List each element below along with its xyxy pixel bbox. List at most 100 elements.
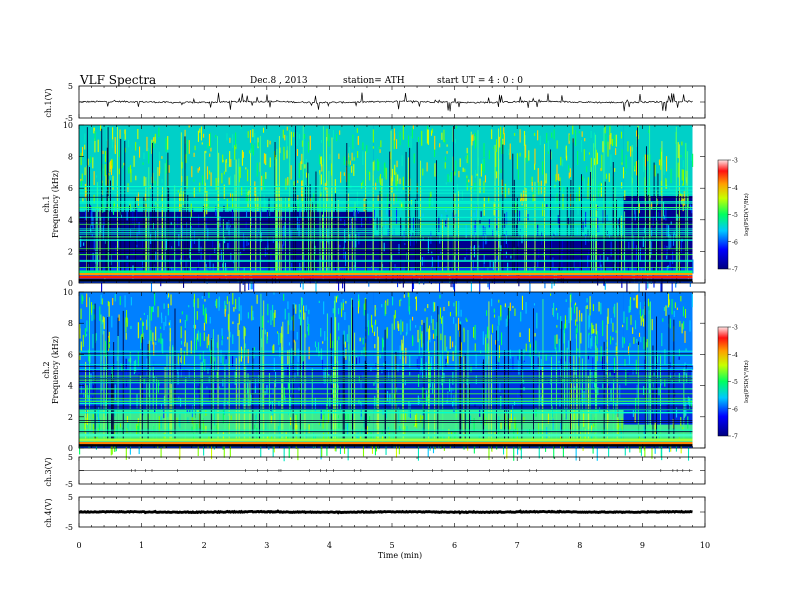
spectrogram-cell <box>126 262 128 269</box>
spectrogram-cell <box>199 182 201 192</box>
spectrogram-cell <box>557 312 559 320</box>
spectrogram-cell <box>407 135 410 148</box>
spectrogram-cell <box>475 353 477 369</box>
spectrogram-cell <box>569 168 571 178</box>
spectrogram-cell <box>229 137 231 143</box>
spectrogram-cell <box>313 384 315 400</box>
spectrogram-cell <box>599 254 601 270</box>
spectrogram-cell <box>305 375 307 391</box>
spectrogram-cell <box>118 168 120 175</box>
spectrogram-cell <box>560 156 562 166</box>
spectrogram-cell <box>363 303 365 316</box>
spectrogram-cell <box>662 318 664 322</box>
spectrogram-cell <box>236 379 238 388</box>
spectrogram-cell <box>308 346 310 360</box>
spectrogram-cell <box>83 392 85 398</box>
colorbar-tick-label: -7 <box>732 434 738 441</box>
spectrogram-cell <box>290 417 292 426</box>
spectrogram-cell <box>656 368 658 379</box>
spectrogram-cell <box>520 420 522 426</box>
x-tick-label: 2 <box>202 541 207 550</box>
spectrogram-cell <box>391 177 393 193</box>
spectrogram-cell <box>446 362 448 366</box>
spectrogram-cell <box>338 336 340 340</box>
spectrogram-cell <box>109 240 111 251</box>
spectrogram-cell <box>686 259 688 271</box>
spectrogram-cell <box>452 341 454 348</box>
spectrogram-cell <box>664 349 666 365</box>
spectrogram-cell <box>350 223 352 229</box>
spectrogram-cell <box>647 154 649 162</box>
spectrogram-cell <box>79 352 81 360</box>
spectrogram-cell <box>207 200 209 210</box>
spectrogram-cell <box>475 205 477 217</box>
spectrogram-cell <box>340 218 342 222</box>
spectrogram-cell <box>480 211 482 218</box>
spectrogram-cell <box>604 271 606 287</box>
spectrogram-cell <box>141 260 144 266</box>
spectrogram-cell <box>112 298 114 306</box>
spectrogram-cell <box>230 192 232 198</box>
spectrogram-cell <box>209 170 211 175</box>
spectrogram-cell <box>487 266 489 274</box>
spectrogram-cell <box>348 157 350 167</box>
spectrogram-cell <box>434 302 436 312</box>
spectrogram-cell <box>204 299 206 302</box>
spectrogram-cell <box>482 159 484 165</box>
spectrogram-cell <box>553 445 555 459</box>
spectrogram-cell <box>466 248 468 258</box>
spectrogram-cell <box>586 305 588 309</box>
spectrogram-cell <box>615 148 617 155</box>
spectrogram-cell <box>369 217 372 224</box>
spectrogram-cell <box>351 166 353 173</box>
spectrogram-cell <box>420 365 422 372</box>
spectrogram-cell <box>362 151 364 165</box>
spectrogram-cell <box>497 325 499 342</box>
spectrogram-cell <box>492 261 494 270</box>
spectrogram-cell <box>363 198 365 212</box>
spectrogram-cell <box>498 158 500 175</box>
spectrogram-cell <box>183 351 185 366</box>
spectrogram-cell <box>80 152 82 166</box>
spectrogram-cell <box>619 384 621 399</box>
spectrogram-cell <box>395 139 398 149</box>
spectrogram-cell <box>231 209 234 224</box>
spectrogram-cell <box>342 302 344 311</box>
spectrogram-cell <box>431 256 434 273</box>
spectrogram-cell <box>335 296 338 303</box>
spectrogram-cell <box>345 251 347 267</box>
spectrogram-cell <box>197 168 199 173</box>
spectrogram-cell <box>529 429 531 436</box>
spectrogram-cell <box>360 404 362 417</box>
spectrogram-cell <box>471 135 473 146</box>
spectrogram-cell <box>150 233 152 244</box>
x-tick-label: 5 <box>389 541 394 550</box>
spectrogram-cell <box>509 152 511 160</box>
spectrogram-cell <box>348 173 350 188</box>
spectrogram-cell <box>673 231 675 236</box>
spectrogram-cell <box>590 338 592 349</box>
spectrogram-cell <box>89 204 91 220</box>
spectrogram-cell <box>372 325 374 333</box>
spectrogram-cell <box>124 295 126 308</box>
spectrogram-cell <box>506 444 508 459</box>
spectrogram-cell <box>223 401 225 415</box>
spectrogram-cell <box>443 372 445 383</box>
spectrogram-cell <box>191 237 193 249</box>
spectrogram-cell <box>607 256 609 262</box>
spectrogram-cell <box>150 330 152 342</box>
spectrogram-cell <box>338 421 340 429</box>
spectrogram-cell <box>313 192 315 201</box>
spectrogram-cell <box>675 445 677 452</box>
spectrogram-cell <box>455 213 457 217</box>
spectrogram-cell <box>687 375 689 384</box>
spectrogram-cell <box>449 378 451 392</box>
spectrogram-cell <box>452 276 454 288</box>
spectrogram-cell <box>290 207 292 212</box>
spectrogram-cell <box>593 423 595 428</box>
spectrogram-cell <box>602 383 604 389</box>
spectrogram-cell <box>185 154 187 163</box>
spectrogram-cell <box>674 373 676 376</box>
spectrogram-cell <box>248 274 250 291</box>
spectrogram-cell <box>116 356 118 361</box>
